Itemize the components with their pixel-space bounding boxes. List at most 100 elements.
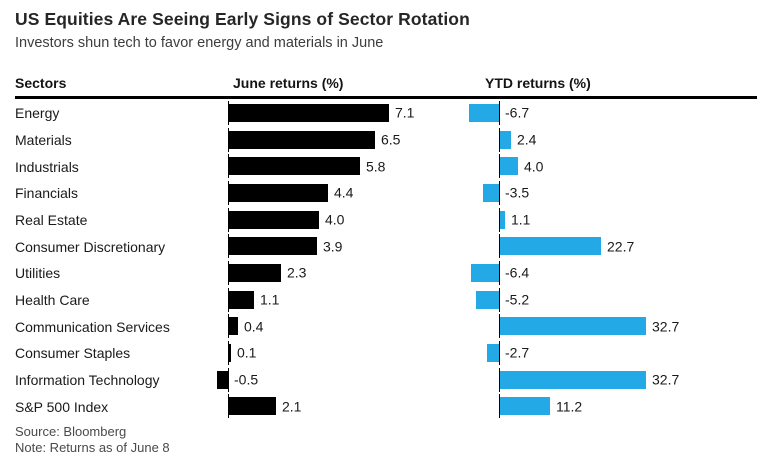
zero-axis-tick [228, 207, 229, 232]
june-bar-cell: 4.0 [228, 207, 470, 234]
table-row: Financials 4.4 -3.5 [0, 180, 767, 207]
table-row: S&P 500 Index 2.1 11.2 [0, 393, 767, 420]
ytd-bar-cell: -5.2 [470, 287, 767, 314]
zero-axis-tick [228, 180, 229, 205]
ytd-bar [500, 317, 646, 336]
ytd-bar-cell: -2.7 [470, 340, 767, 367]
sector-label: Materials [15, 131, 72, 148]
sector-label: Industrials [15, 158, 79, 175]
column-headers: Sectors June returns (%) YTD returns (%) [0, 75, 767, 93]
ytd-bar-cell: 4.0 [470, 153, 767, 180]
ytd-bar-cell: -6.7 [469, 100, 767, 127]
zero-axis-tick [228, 101, 229, 125]
chart-title: US Equities Are Seeing Early Signs of Se… [15, 9, 470, 29]
ytd-value-label: 32.7 [652, 371, 680, 388]
ytd-bar [471, 263, 499, 282]
zero-axis-tick [499, 287, 500, 312]
ytd-value-label: 1.1 [511, 211, 531, 228]
ytd-bar [500, 210, 505, 229]
ytd-bar-cell: -3.5 [470, 180, 767, 207]
column-header-june-returns: June returns (%) [233, 75, 344, 91]
ytd-bar-cell: -6.4 [470, 260, 767, 287]
ytd-bar-cell: 32.7 [470, 313, 767, 340]
sector-label: Communication Services [15, 318, 170, 335]
zero-axis-tick [499, 207, 500, 232]
june-value-label: 7.1 [395, 104, 415, 121]
june-bar [229, 237, 317, 256]
ytd-bar [500, 130, 511, 149]
table-row: Information Technology -0.5 32.7 [0, 367, 767, 394]
ytd-bar [487, 343, 499, 362]
ytd-value-label: -3.5 [505, 184, 530, 201]
table-row: Utilities 2.3 -6.4 [0, 260, 767, 287]
chart-rows: Energy 7.1 -6.7 Materials 6.5 2.4 Industrials 5… [0, 100, 767, 420]
zero-axis-tick [228, 154, 229, 179]
june-value-label: 5.8 [366, 158, 386, 175]
june-bar-cell: 1.1 [228, 287, 470, 314]
ytd-bar [476, 290, 499, 309]
sector-label: Real Estate [15, 211, 88, 228]
zero-axis-tick [499, 234, 500, 259]
table-row: Energy 7.1 -6.7 [0, 100, 767, 127]
june-value-label: 0.4 [244, 317, 264, 334]
sector-label: Consumer Staples [15, 345, 131, 362]
zero-axis-tick [499, 367, 500, 392]
sector-label: Energy [15, 105, 60, 122]
ytd-bar [500, 370, 646, 389]
june-bar [229, 210, 319, 229]
ytd-value-label: 4.0 [524, 158, 544, 175]
june-bar-cell: 7.1 [228, 100, 470, 127]
june-value-label: 0.1 [237, 344, 257, 361]
zero-axis-tick [499, 314, 500, 339]
ytd-bar [483, 183, 499, 202]
ytd-bar [469, 104, 499, 122]
zero-axis-tick [499, 180, 500, 205]
ytd-bar-cell: 11.2 [470, 393, 767, 420]
column-header-ytd-returns: YTD returns (%) [485, 75, 591, 91]
zero-axis-tick [228, 314, 229, 339]
june-bar-cell: 0.4 [228, 313, 470, 340]
note-text: Note: Returns as of June 8 [15, 440, 170, 455]
june-bar [217, 370, 228, 389]
zero-axis-tick [499, 340, 500, 365]
table-row: Industrials 5.8 4.0 [0, 153, 767, 180]
june-value-label: 6.5 [381, 131, 401, 148]
zero-axis-tick [499, 260, 500, 285]
june-bar [229, 104, 389, 122]
ytd-value-label: -6.7 [505, 104, 530, 121]
sector-label: Information Technology [15, 371, 160, 388]
table-row: Materials 6.5 2.4 [0, 127, 767, 154]
june-bar-cell: -0.5 [217, 367, 470, 394]
ytd-bar [500, 157, 518, 176]
ytd-value-label: -6.4 [505, 264, 530, 281]
ytd-bar [500, 397, 550, 416]
zero-axis-tick [228, 234, 229, 259]
zero-axis-tick [228, 367, 229, 392]
zero-axis-tick [228, 287, 229, 312]
ytd-value-label: -5.2 [505, 291, 530, 308]
header-rule [15, 96, 757, 99]
table-row: Real Estate 4.0 1.1 [0, 207, 767, 234]
june-bar [229, 317, 238, 336]
chart-footer: Source: Bloomberg Note: Returns as of Ju… [15, 424, 170, 456]
ytd-bar-cell: 32.7 [470, 367, 767, 394]
june-value-label: 3.9 [323, 237, 343, 254]
june-bar [229, 343, 231, 362]
june-bar-cell: 4.4 [228, 180, 470, 207]
sector-label: Health Care [15, 291, 90, 308]
ytd-bar [500, 237, 601, 256]
sector-label: Financials [15, 185, 79, 202]
june-bar-cell: 2.3 [228, 260, 470, 287]
june-bar-cell: 2.1 [228, 393, 470, 420]
table-row: Communication Services 0.4 32.7 [0, 313, 767, 340]
zero-axis-tick [228, 340, 229, 365]
june-bar [229, 263, 281, 282]
june-value-label: 1.1 [260, 291, 280, 308]
zero-axis-tick [228, 394, 229, 419]
ytd-value-label: 32.7 [652, 317, 680, 334]
ytd-bar-cell: 1.1 [470, 207, 767, 234]
june-value-label: -0.5 [234, 371, 259, 388]
column-header-sectors: Sectors [15, 75, 67, 91]
table-row: Health Care 1.1 -5.2 [0, 287, 767, 314]
